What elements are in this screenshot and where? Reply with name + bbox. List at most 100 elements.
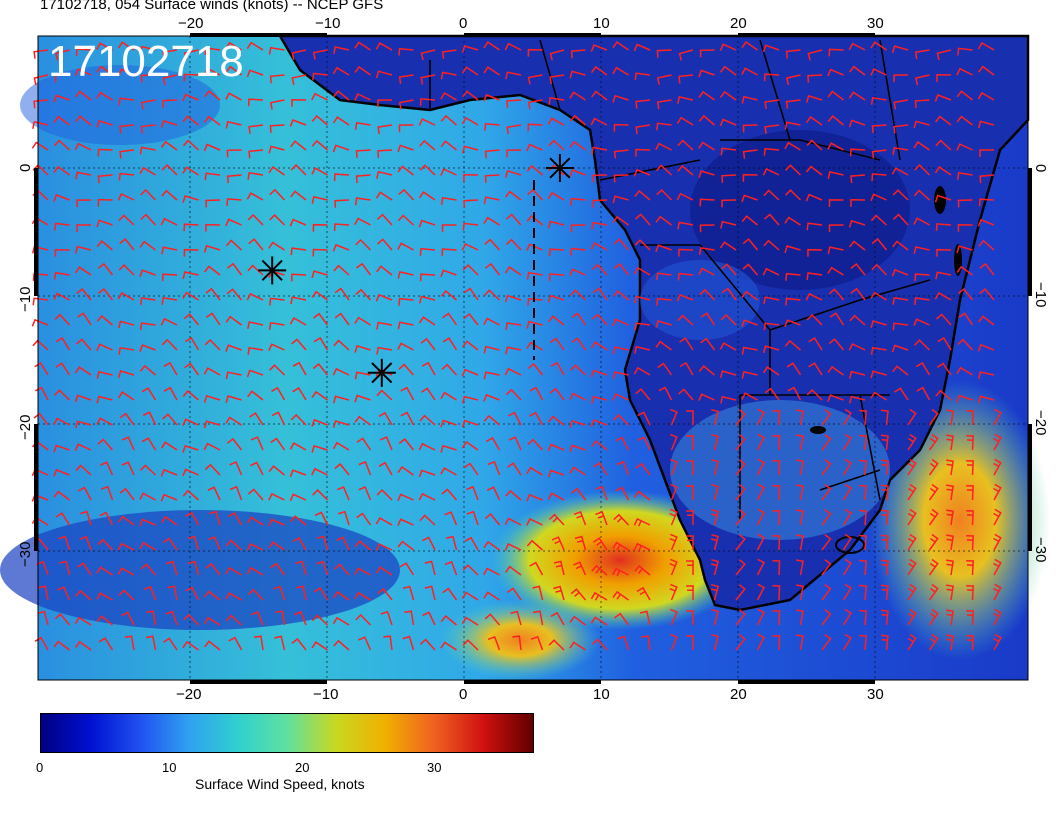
- wind-barb: [38, 585, 49, 601]
- wind-barb: [53, 194, 70, 202]
- wind-barb: [591, 440, 608, 451]
- wind-barb: [397, 465, 414, 476]
- wind-barb: [547, 220, 565, 229]
- wind-barb: [421, 361, 436, 376]
- wind-barb: [719, 43, 737, 52]
- wind-barb: [377, 99, 393, 108]
- wind-barb: [721, 174, 737, 183]
- wind-barb: [966, 484, 974, 501]
- wind-barb: [117, 68, 135, 77]
- wind-barb: [376, 489, 393, 501]
- wind-barb: [398, 188, 415, 201]
- wind-barb: [117, 567, 135, 576]
- wind-barb: [377, 587, 393, 601]
- wind-barb: [419, 514, 436, 526]
- wind-barb: [332, 420, 350, 428]
- wind-barb: [763, 296, 780, 305]
- wind-barb: [547, 469, 565, 478]
- wind-barb: [966, 609, 974, 626]
- wind-barb: [96, 615, 113, 626]
- wind-barb: [355, 149, 371, 158]
- wind-barb: [859, 484, 868, 501]
- wind-barb: [483, 41, 500, 51]
- wind-barb: [612, 346, 629, 355]
- wind-barb: [842, 408, 852, 426]
- wind-barb: [34, 362, 49, 376]
- wind-barb: [311, 444, 328, 453]
- wind-barb: [893, 99, 909, 110]
- wind-barb: [121, 461, 135, 476]
- wind-barb: [711, 608, 720, 626]
- wind-barb: [34, 386, 49, 401]
- wind-barb: [248, 238, 264, 251]
- wind-barb: [311, 139, 328, 151]
- wind-barb: [639, 610, 651, 626]
- wind-barb: [461, 66, 479, 76]
- wind-barb: [397, 342, 414, 351]
- wind-barb: [569, 392, 586, 401]
- wind-barb: [484, 122, 500, 131]
- wind-barb: [358, 461, 372, 476]
- wind-barb: [97, 262, 114, 276]
- wind-barb: [613, 123, 629, 132]
- wind-barb: [506, 587, 522, 601]
- wind-barb: [993, 583, 1002, 601]
- wind-barb: [842, 458, 852, 476]
- wind-barb: [379, 436, 393, 451]
- wind-barb: [719, 65, 737, 76]
- wind-barb: [269, 297, 285, 306]
- wind-barb: [461, 616, 479, 626]
- wind-barb: [829, 312, 845, 326]
- wind-barb: [892, 240, 909, 251]
- wind-barb: [569, 419, 586, 428]
- wind-barb: [529, 386, 544, 401]
- wind-barb: [756, 433, 766, 451]
- wind-barb: [53, 271, 70, 280]
- wind-barb: [270, 437, 286, 451]
- wind-barb: [569, 615, 586, 626]
- wind-barb: [333, 223, 350, 232]
- wind-barb: [376, 389, 393, 401]
- wind-barb: [440, 114, 457, 126]
- wind-barb: [635, 99, 651, 109]
- wind-barb: [821, 409, 832, 426]
- wind-barb: [676, 293, 694, 302]
- wind-barb: [505, 238, 522, 251]
- wind-barb: [699, 49, 715, 58]
- wind-barb: [185, 511, 200, 526]
- wind-barb: [462, 264, 479, 276]
- lat-label-right: −10: [1032, 282, 1049, 307]
- wind-barb: [160, 493, 178, 502]
- wind-barb: [993, 633, 1002, 651]
- wind-barb: [936, 248, 952, 257]
- wind-barb: [756, 608, 766, 626]
- wind-barb: [741, 370, 758, 379]
- wind-barb: [870, 214, 888, 226]
- wind-barb: [506, 124, 522, 135]
- wind-barb: [74, 420, 92, 429]
- wind-barb: [59, 560, 71, 576]
- lon-label-bottom: −20: [176, 686, 201, 700]
- wind-barb: [97, 198, 113, 207]
- wind-barb: [526, 517, 543, 526]
- wind-barb: [418, 219, 436, 228]
- wind-barb: [268, 145, 285, 154]
- wind-barb: [892, 365, 909, 376]
- wind-barb: [595, 510, 608, 526]
- wind-barb: [592, 199, 608, 208]
- wind-barb: [993, 483, 1002, 501]
- wind-barb: [268, 492, 285, 501]
- wind-barb: [203, 67, 221, 76]
- wind-barb: [821, 509, 832, 526]
- graticule: [38, 36, 1028, 680]
- wind-barb: [291, 74, 307, 85]
- wind-barb: [119, 124, 135, 134]
- wind-barb: [553, 560, 565, 576]
- wind-barb: [204, 47, 221, 56]
- colorbar-tick: 20: [295, 760, 310, 775]
- wind-barb: [849, 314, 866, 326]
- wind-barb: [928, 433, 939, 451]
- wind-barb: [160, 468, 178, 477]
- wind-barb: [527, 362, 544, 376]
- wind-barb: [821, 534, 832, 551]
